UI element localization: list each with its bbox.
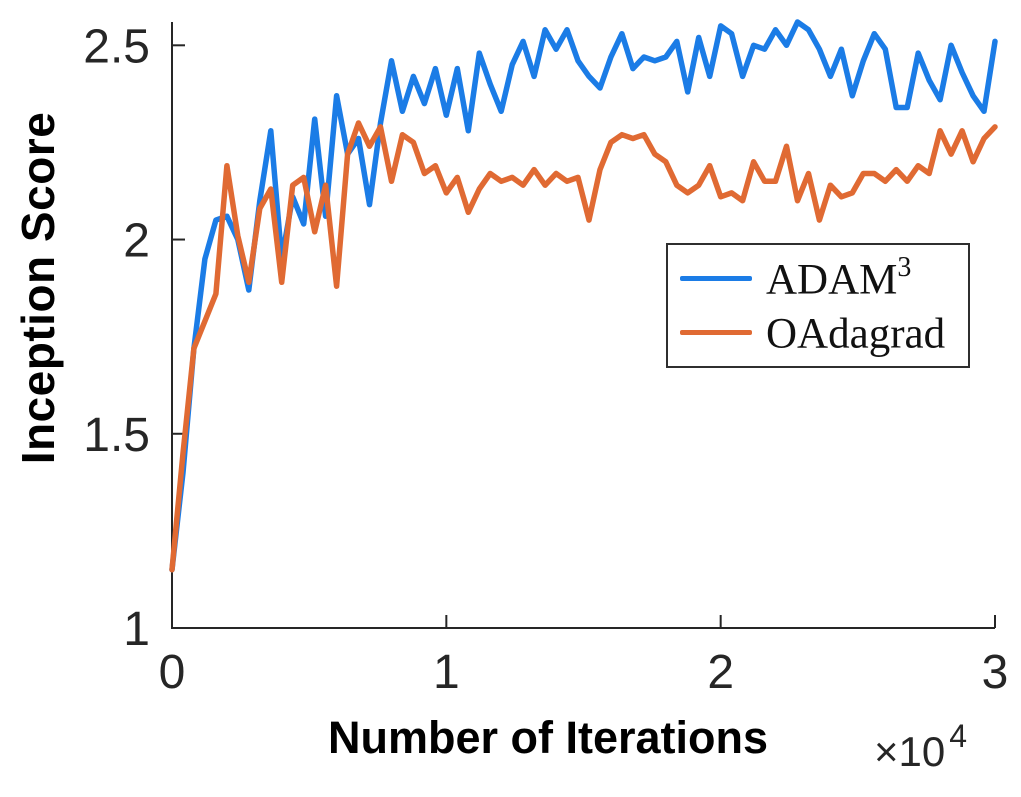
legend-label-oadagrad: OAdagrad xyxy=(766,310,945,355)
legend-entry-oadagrad: OAdagrad xyxy=(680,310,958,355)
legend-line-swatch-oadagrad xyxy=(680,330,752,336)
y-tick-label: 2.5 xyxy=(83,20,150,73)
y-tick-label: 1 xyxy=(123,603,150,656)
legend: ADAM3 OAdagrad xyxy=(666,243,970,368)
x-tick-label: 1 xyxy=(433,646,460,699)
series-line-adam3 xyxy=(169,19,998,573)
x-tick-label: 3 xyxy=(982,646,1009,699)
y-tick-label: 2 xyxy=(123,215,150,268)
legend-label-adam3-exponent: 3 xyxy=(897,251,912,283)
legend-line-swatch-adam3 xyxy=(680,275,752,281)
x-axis-multiplier-base: ×10 xyxy=(874,728,946,775)
y-tick-label: 1.5 xyxy=(83,409,150,462)
legend-label-oadagrad-text: OAdagrad xyxy=(766,310,946,358)
x-axis-multiplier-exponent: 4 xyxy=(949,718,968,754)
series-line-oadagrad xyxy=(169,120,998,573)
x-axis-title: Number of Iterations xyxy=(327,712,769,763)
legend-label-adam3-text: ADAM xyxy=(766,255,898,303)
y-axis-title: Inception Score xyxy=(12,111,64,465)
legend-label-adam3: ADAM3 xyxy=(766,253,911,303)
x-tick-label: 2 xyxy=(707,646,734,699)
x-axis-multiplier: ×10 4 xyxy=(874,718,967,776)
legend-entry-adam3: ADAM3 xyxy=(680,253,958,303)
x-tick-label: 0 xyxy=(159,646,186,699)
